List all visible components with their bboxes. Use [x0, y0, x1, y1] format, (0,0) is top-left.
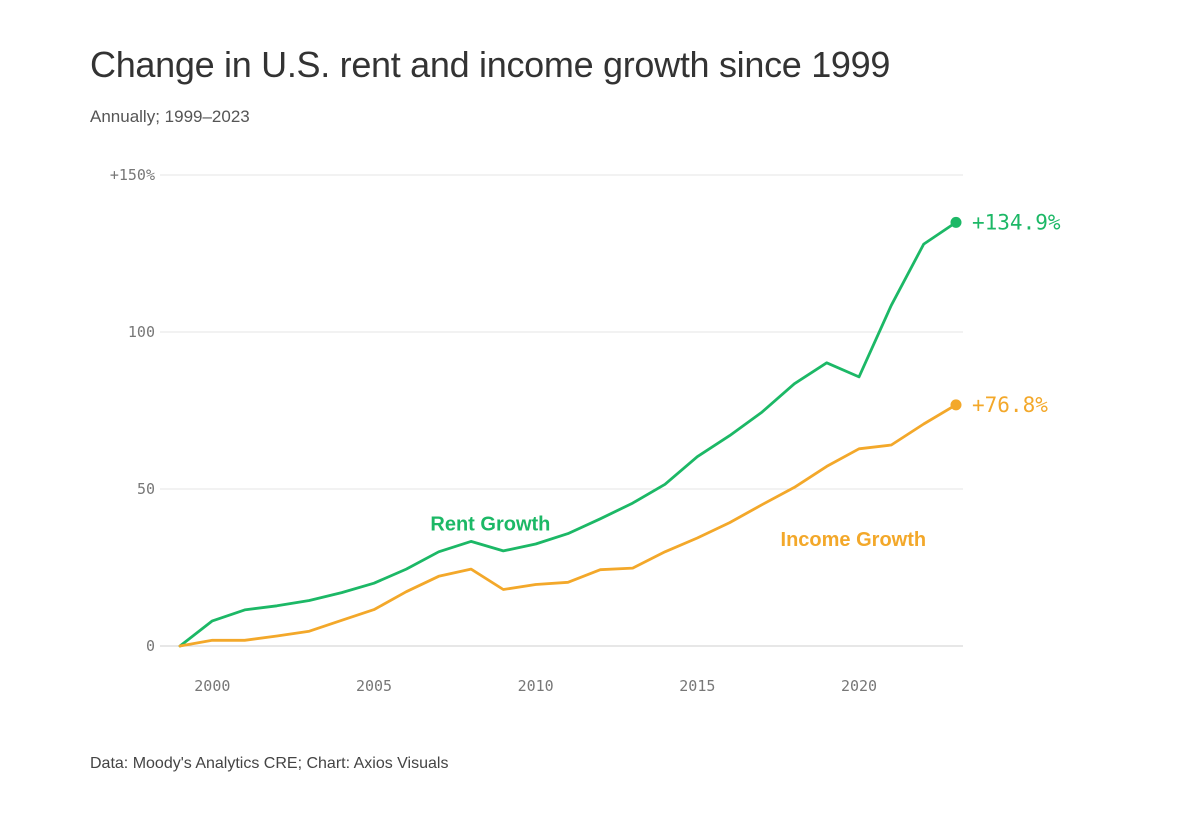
source-note: Data: Moody's Analytics CRE; Chart: Axio… [90, 755, 449, 772]
series-name-label: Rent Growth [430, 513, 550, 535]
chart-subtitle: Annually; 1999–2023 [90, 107, 250, 126]
x-axis-ticks: 2000 2005 2010 2015 2020 [194, 677, 877, 695]
y-axis-ticks: 0 50 100 +150% [110, 166, 155, 655]
gridlines [160, 174, 963, 647]
series-labels: +134.9% +76.8% Rent Growth Income Growth [430, 210, 1060, 551]
end-point [950, 399, 962, 411]
x-tick-label: 2000 [194, 677, 230, 695]
y-tick-label: +150% [110, 166, 155, 184]
x-tick-label: 2010 [518, 677, 554, 695]
end-point [950, 216, 962, 228]
series-name-label: Income Growth [781, 529, 927, 551]
x-tick-label: 2005 [356, 677, 392, 695]
x-tick-label: 2015 [679, 677, 715, 695]
series-lines [178, 216, 962, 648]
chart-title: Change in U.S. rent and income growth si… [90, 44, 891, 85]
end-value-label: +134.9% [972, 210, 1061, 234]
end-value-label: +76.8% [972, 393, 1048, 417]
y-tick-label: 100 [128, 323, 155, 341]
y-tick-label: 50 [137, 480, 155, 498]
series-line [178, 220, 958, 648]
y-tick-label: 0 [146, 637, 155, 655]
series-line [178, 403, 958, 648]
x-tick-label: 2020 [841, 677, 877, 695]
